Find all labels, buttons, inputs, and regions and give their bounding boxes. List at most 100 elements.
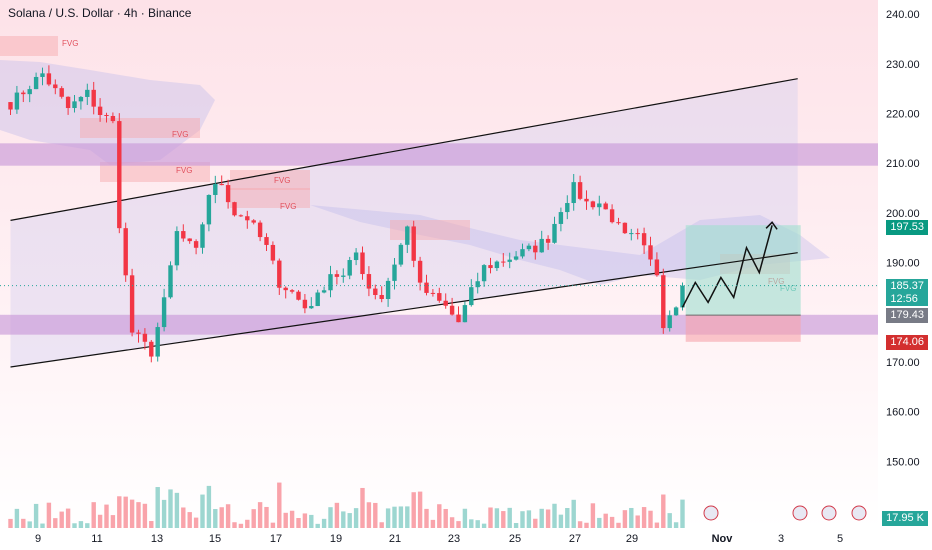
- price-axis-tick: 210.00: [886, 158, 920, 170]
- event-flag-icon: [792, 505, 808, 521]
- volume-bar: [513, 523, 519, 528]
- volume-bar: [40, 523, 45, 528]
- volume-bar: [641, 507, 647, 528]
- candle-body: [680, 285, 685, 308]
- candle-body: [53, 84, 58, 89]
- candle-body: [501, 261, 506, 263]
- candle-body: [353, 252, 359, 261]
- volume-bar: [187, 512, 192, 528]
- fvg-box: [0, 36, 58, 56]
- fvg-box: [390, 220, 470, 240]
- time-axis-tick: 21: [389, 533, 401, 545]
- price-axis-tick: 240.00: [886, 9, 920, 21]
- candle-body: [462, 305, 468, 323]
- volume-bar: [283, 512, 288, 528]
- volume-bar: [373, 502, 378, 528]
- candle-body: [443, 300, 448, 306]
- fvg-label: FVG: [176, 166, 192, 175]
- volume-bar: [213, 509, 218, 528]
- volume-bar: [680, 499, 685, 528]
- candle-body: [225, 185, 231, 203]
- candle-body: [14, 92, 20, 110]
- candle-body: [565, 203, 570, 213]
- candle-body: [213, 184, 218, 195]
- volume-bar: [347, 513, 352, 528]
- candle-body: [424, 282, 429, 293]
- candle-body: [277, 260, 282, 288]
- candle-body: [27, 89, 32, 95]
- candle-body: [168, 265, 173, 298]
- volume-bar: [456, 521, 461, 528]
- time-axis-tick: 13: [151, 533, 163, 545]
- fvg-label: FVG: [62, 39, 78, 48]
- volume-bar: [353, 508, 359, 528]
- volume-bar: [136, 502, 141, 528]
- volume-bar: [565, 508, 570, 528]
- candle-body: [40, 73, 45, 77]
- candle-body: [232, 202, 237, 216]
- candle-body: [104, 115, 109, 117]
- volume-bar: [142, 503, 148, 528]
- candle-body: [539, 238, 544, 253]
- volume-bar: [225, 504, 231, 528]
- candle-body: [110, 115, 116, 122]
- candle-body: [97, 106, 103, 116]
- candle-body: [629, 233, 634, 235]
- volume-bar: [97, 514, 103, 528]
- volume-bar: [219, 507, 224, 528]
- volume-bar: [341, 511, 346, 528]
- time-axis-tick: 19: [330, 533, 342, 545]
- candle-body: [181, 231, 186, 239]
- candle-body: [8, 102, 13, 110]
- volume-bar: [507, 507, 512, 528]
- channel-upper-line: [10, 78, 798, 221]
- volume-bar: [117, 496, 122, 528]
- time-axis-tick: 5: [837, 533, 843, 545]
- candle-body: [161, 297, 167, 328]
- candle-body: [270, 244, 276, 261]
- candle-body: [635, 233, 640, 235]
- candle-body: [648, 245, 653, 260]
- channel-lower-line: [10, 252, 798, 368]
- current-price-label: 185.37: [890, 280, 924, 292]
- stop-price-badge: 174.06: [886, 335, 928, 350]
- candle-body: [577, 182, 583, 199]
- price-axis-tick: 170.00: [886, 357, 920, 369]
- volume-bar: [200, 494, 205, 528]
- candle-body: [430, 292, 436, 294]
- candle-body: [206, 194, 212, 225]
- volume-bar: [417, 491, 423, 528]
- volume-bar: [129, 499, 135, 528]
- volume-bar: [654, 522, 660, 528]
- candle-body: [91, 89, 96, 107]
- volume-bar: [385, 508, 391, 528]
- volume-bar: [33, 503, 39, 528]
- volume-bar: [91, 502, 96, 528]
- candle-body: [456, 314, 461, 323]
- volume-bar: [584, 522, 589, 528]
- volume-bar: [590, 503, 596, 528]
- position-target-area: [685, 225, 801, 316]
- price-axis-background: [878, 0, 932, 550]
- volume-bar: [501, 511, 506, 528]
- volume-bar: [72, 523, 77, 528]
- volume-bar: [65, 508, 71, 528]
- volume-bar: [309, 514, 314, 528]
- candle-body: [571, 182, 576, 204]
- volume-bar: [257, 502, 263, 528]
- event-flag-icon: [821, 505, 837, 521]
- projection-arrow-head: [765, 221, 778, 230]
- candle-body: [347, 260, 352, 276]
- volume-bar: [398, 506, 404, 528]
- candle-body: [654, 259, 660, 276]
- volume-bar: [168, 489, 173, 528]
- candle-body: [155, 327, 160, 357]
- candle-body: [545, 238, 551, 243]
- candle-body: [641, 233, 647, 246]
- volume-bar: [526, 510, 532, 528]
- volume-bar: [545, 509, 551, 528]
- candle-body: [283, 287, 288, 291]
- volume-bar: [481, 523, 487, 528]
